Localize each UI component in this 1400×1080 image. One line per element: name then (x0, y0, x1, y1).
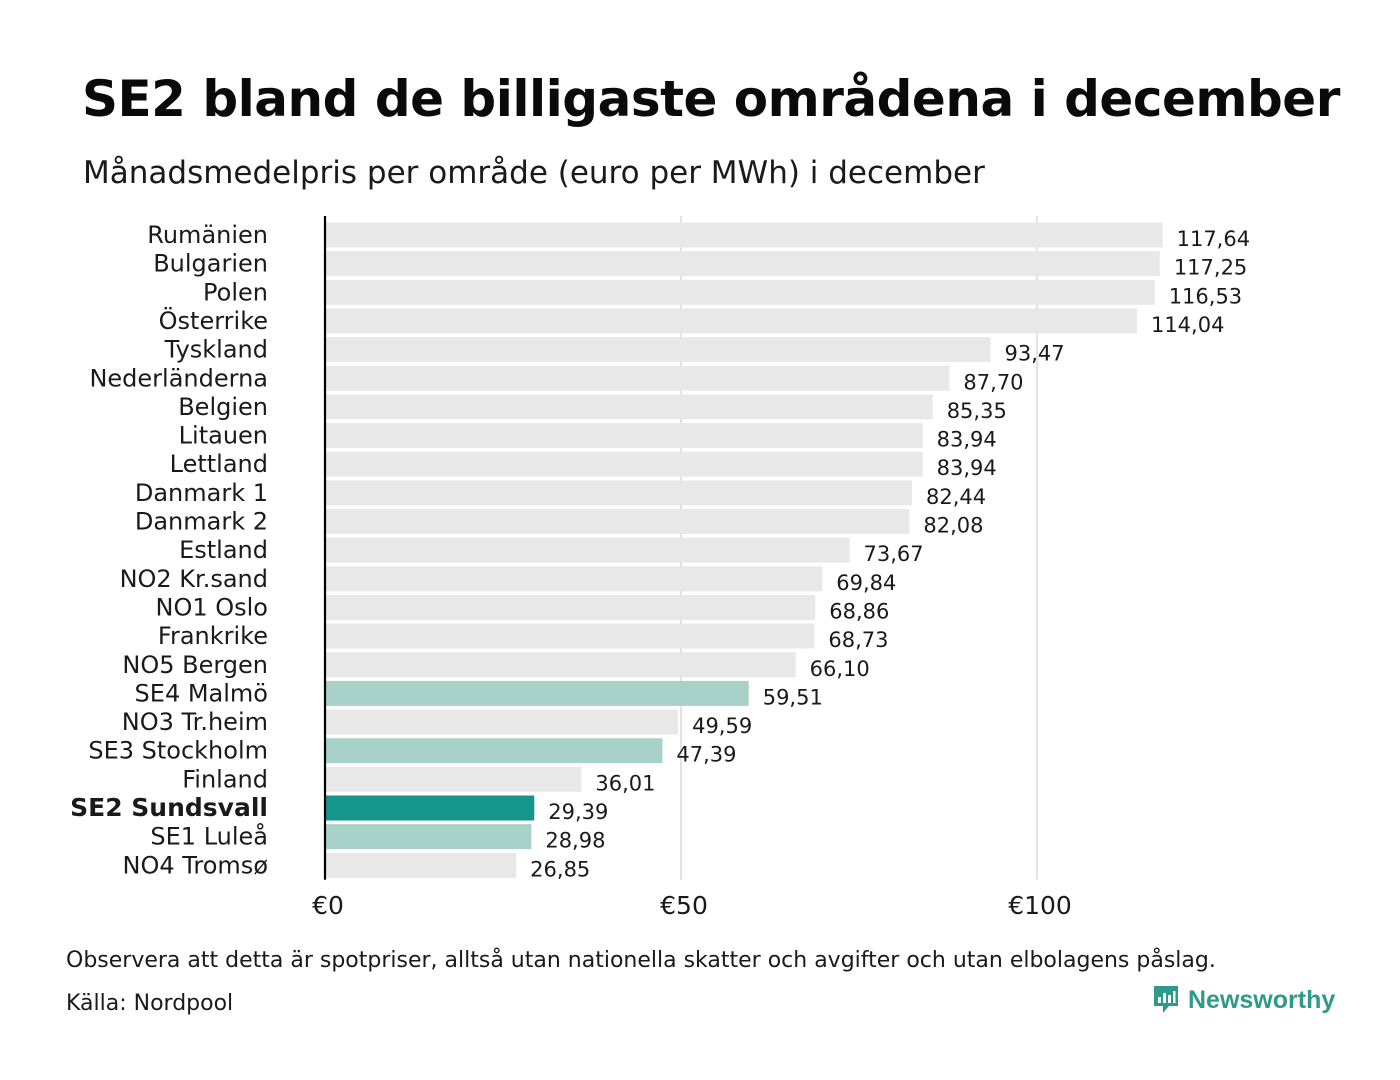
x-axis-ticks: €0 €50 €100 (312, 891, 1072, 920)
bar (325, 680, 749, 706)
bar (325, 451, 923, 477)
value-label: 83,94 (937, 428, 997, 452)
bar (325, 852, 517, 878)
value-label: 36,01 (595, 771, 655, 795)
bar (325, 652, 796, 678)
category-label: Österrike (159, 306, 268, 335)
bar (325, 279, 1155, 305)
category-label: Polen (203, 278, 268, 306)
x-tick-label: €50 (660, 891, 708, 920)
bar (325, 509, 910, 534)
category-label: Bulgarien (153, 250, 268, 278)
brand-name: Newsworthy (1188, 985, 1336, 1014)
category-label: NO3 Tr.heim (122, 708, 268, 736)
bar (325, 709, 679, 735)
value-label: 117,25 (1174, 256, 1247, 280)
bar (325, 537, 850, 563)
value-label: 29,39 (548, 800, 608, 824)
x-tick-label: €0 (312, 891, 344, 920)
bar (325, 623, 815, 649)
category-label: NO4 Tromsø (123, 851, 268, 879)
value-label: 68,73 (828, 628, 888, 652)
brand-logo: Newsworthy (1152, 984, 1335, 1016)
bar (325, 251, 1160, 277)
value-label: 28,98 (545, 829, 605, 853)
category-label: Frankrike (158, 622, 268, 650)
value-label: 69,84 (836, 571, 896, 595)
category-label: Rumänien (147, 221, 268, 249)
bar (325, 594, 816, 620)
category-label: NO1 Oslo (156, 593, 269, 621)
category-label: Finland (182, 765, 268, 793)
category-label: Belgien (178, 393, 268, 421)
category-labels: RumänienBulgarienPolenÖsterrikeTysklandN… (70, 221, 268, 879)
chart-subtitle: Månadsmedelpris per område (euro per MWh… (83, 155, 985, 191)
chart-title: SE2 bland de billigaste områdena i decem… (82, 70, 1340, 128)
category-label: Litauen (179, 422, 268, 450)
category-label: Tyskland (164, 336, 268, 364)
bar (325, 423, 923, 449)
bar-chart: RumänienBulgarienPolenÖsterrikeTysklandN… (70, 216, 1250, 920)
value-label: 73,67 (864, 542, 924, 566)
category-label: NO2 Kr.sand (120, 565, 268, 593)
value-label: 114,04 (1151, 313, 1224, 337)
x-tick-label: €100 (1008, 891, 1072, 920)
value-label: 68,86 (829, 599, 889, 623)
bar (325, 480, 912, 506)
bar (325, 738, 663, 764)
value-label: 117,64 (1177, 227, 1250, 251)
value-labels: 117,64 117,25 116,53 114,04 93,47 87,70 85,35 8… (530, 227, 1250, 881)
bar (325, 337, 991, 363)
bar (325, 824, 532, 850)
category-label: NO5 Bergen (122, 651, 268, 679)
bar (325, 766, 582, 792)
category-label: SE4 Malmö (135, 679, 268, 707)
bar (325, 222, 1163, 248)
value-label: 49,59 (692, 714, 752, 738)
category-label: Lettland (170, 450, 268, 478)
bar (325, 365, 950, 391)
bar (325, 566, 823, 592)
value-label: 26,85 (530, 857, 590, 881)
category-label: SE1 Luleå (150, 822, 268, 851)
value-label: 83,94 (937, 456, 997, 480)
newsworthy-logo-icon (1154, 986, 1178, 1013)
value-label: 59,51 (763, 685, 823, 709)
value-label: 47,39 (676, 743, 736, 767)
category-label: Estland (179, 536, 268, 564)
category-label: Nederländerna (89, 364, 268, 392)
value-label: 82,44 (926, 485, 986, 509)
bars (325, 222, 1163, 878)
source-note: Källa: Nordpool (66, 991, 234, 1016)
category-label: Danmark 1 (135, 479, 268, 507)
value-label: 87,70 (963, 370, 1023, 394)
value-label: 66,10 (810, 657, 870, 681)
category-label: Danmark 2 (135, 508, 268, 536)
bar (325, 795, 535, 821)
bar (325, 308, 1137, 334)
footnote: Observera att detta är spotpriser, allts… (66, 948, 1216, 973)
value-label: 93,47 (1005, 342, 1065, 366)
category-label: SE2 Sundsvall (70, 793, 268, 822)
value-label: 82,08 (923, 514, 983, 538)
value-label: 85,35 (947, 399, 1007, 423)
value-label: 116,53 (1169, 284, 1242, 308)
bar (325, 394, 933, 420)
category-label: SE3 Stockholm (88, 737, 268, 765)
